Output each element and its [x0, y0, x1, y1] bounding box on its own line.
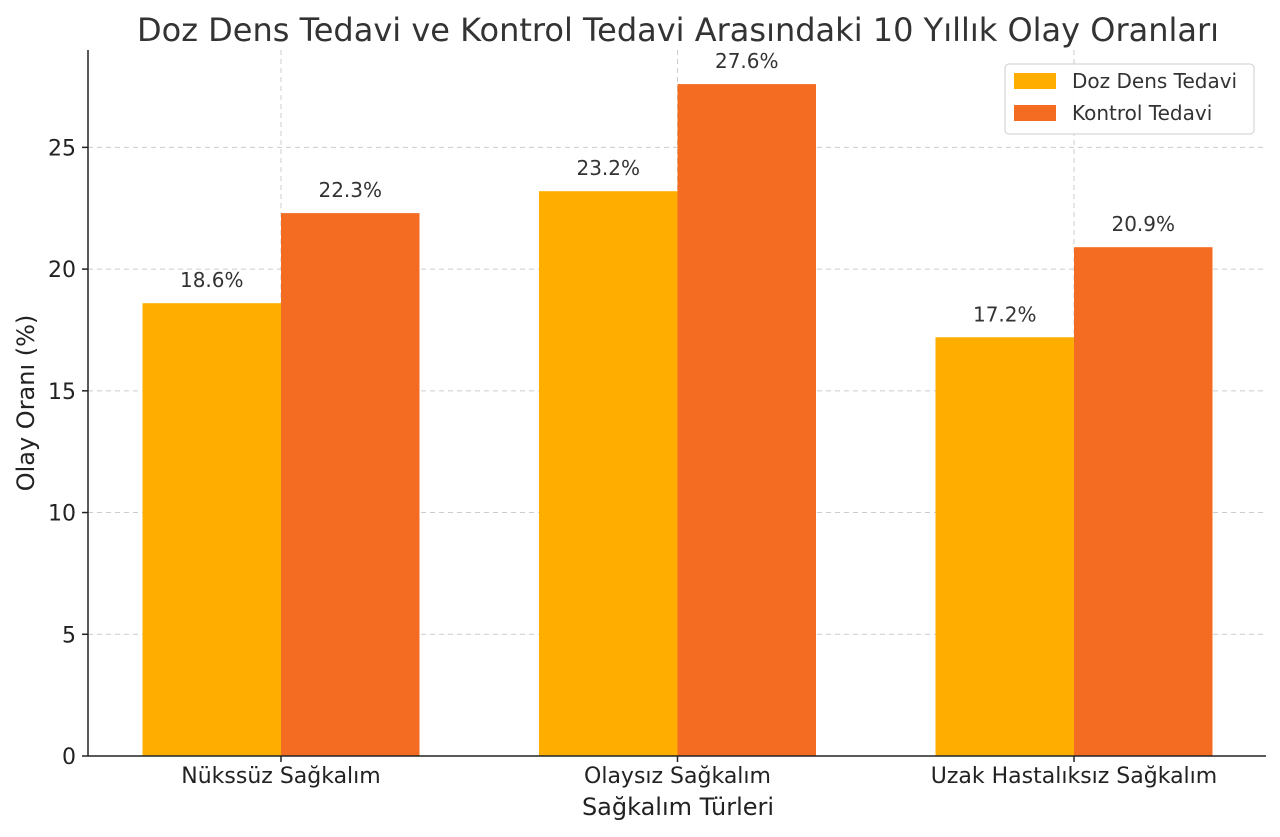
x-axis-label: Sağkalım Türleri: [582, 793, 774, 821]
legend-frame: [1004, 63, 1255, 135]
x-tick-label: Nükssüz Sağkalım: [181, 764, 380, 789]
bars-layer: [142, 84, 1213, 756]
bar: [677, 84, 816, 756]
x-tick-label: Olaysız Sağkalım: [584, 764, 771, 789]
legend-swatch: [1014, 73, 1056, 89]
bar-value-label: 23.2%: [576, 156, 640, 180]
bar-value-label: 20.9%: [1111, 212, 1175, 236]
bar-value-label: 17.2%: [973, 302, 1037, 326]
bar: [935, 337, 1074, 756]
y-tick-label: 25: [48, 136, 76, 161]
legend-swatch: [1014, 105, 1056, 121]
x-tick-label: Uzak Hastalıksız Sağkalım: [931, 764, 1217, 789]
legend-label: Doz Dens Tedavi: [1072, 69, 1237, 93]
legend-label: Kontrol Tedavi: [1072, 101, 1212, 125]
bar: [539, 191, 678, 756]
y-tick-label: 20: [48, 258, 76, 283]
bar-value-label: 27.6%: [715, 49, 779, 73]
bar: [142, 303, 281, 756]
legend: Doz Dens Tedavi Kontrol Tedavi: [1004, 63, 1255, 135]
chart-title: Doz Dens Tedavi ve Kontrol Tedavi Arasın…: [137, 11, 1219, 49]
y-axis-label: Olay Oranı (%): [12, 315, 40, 492]
data-labels-layer: 18.6% 22.3% 23.2% 27.6% 17.2% 20.9%: [180, 49, 1175, 326]
y-ticks-layer: 0 5 10 15 20 25: [48, 136, 88, 770]
y-tick-label: 10: [48, 502, 76, 527]
y-tick-label: 15: [48, 380, 76, 405]
bar-value-label: 18.6%: [180, 268, 244, 292]
bar: [281, 213, 420, 756]
y-tick-label: 5: [62, 623, 76, 648]
bar-value-label: 22.3%: [318, 178, 382, 202]
y-tick-label: 0: [62, 745, 76, 770]
bar: [1074, 247, 1213, 756]
x-ticks-layer: Nükssüz Sağkalım Olaysız Sağkalım Uzak Has…: [181, 756, 1217, 789]
